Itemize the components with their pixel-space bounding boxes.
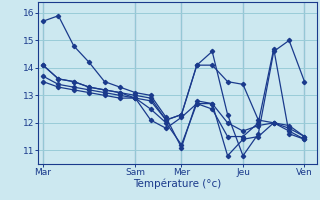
X-axis label: Température (°c): Température (°c) <box>133 179 222 189</box>
